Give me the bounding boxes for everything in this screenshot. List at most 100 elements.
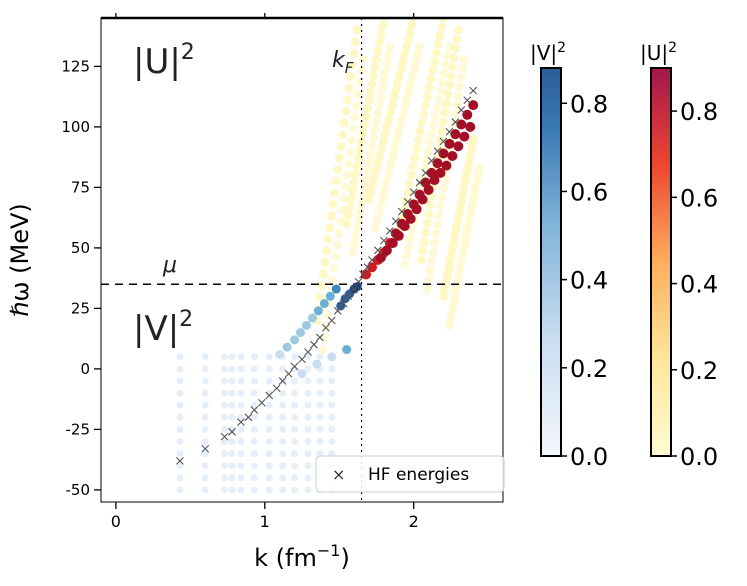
background-dot-v bbox=[228, 438, 236, 445]
background-dot-u bbox=[388, 151, 398, 161]
background-dot-u bbox=[323, 234, 333, 244]
annotation-u2: |U|2 bbox=[133, 40, 195, 82]
background-dot-v bbox=[250, 450, 258, 458]
background-dot-u bbox=[398, 57, 408, 67]
colorbar-tick-label: 0.6 bbox=[570, 178, 608, 206]
background-dot-u bbox=[380, 67, 390, 77]
background-dot-v bbox=[228, 365, 236, 373]
background-dot-v bbox=[237, 438, 245, 445]
v2-point bbox=[312, 359, 322, 369]
background-dot-v bbox=[176, 486, 184, 494]
background-dot-u bbox=[400, 49, 410, 59]
background-dot-u bbox=[430, 112, 440, 122]
u2-point bbox=[441, 160, 452, 171]
background-dot-u bbox=[428, 120, 438, 130]
background-dot-u bbox=[322, 246, 332, 256]
u2-point bbox=[405, 213, 416, 224]
background-dot-u bbox=[432, 220, 442, 230]
background-dot-v bbox=[279, 365, 287, 373]
background-dot-u bbox=[406, 78, 416, 88]
background-dot-u bbox=[341, 106, 351, 116]
hf-marker-stroke bbox=[220, 432, 229, 441]
hf-energy-marker bbox=[427, 156, 436, 165]
hf-marker-stroke bbox=[374, 246, 382, 255]
background-dot-v bbox=[221, 365, 229, 373]
hf-energy-marker bbox=[265, 391, 274, 400]
background-dot-v bbox=[291, 486, 299, 494]
background-dot-v bbox=[250, 438, 258, 445]
hf-energy-marker bbox=[327, 316, 336, 325]
u2-point bbox=[462, 109, 473, 120]
y-tick-label: -50 bbox=[66, 481, 91, 499]
background-dot-v bbox=[291, 474, 299, 482]
background-dot-u bbox=[345, 147, 355, 157]
background-dot-u bbox=[375, 202, 385, 212]
background-dot-v bbox=[328, 401, 336, 409]
background-dot-u bbox=[333, 164, 343, 174]
y-tick-label: -25 bbox=[66, 420, 91, 438]
background-dot-v bbox=[328, 450, 336, 458]
background-dot-u bbox=[371, 54, 381, 64]
background-dot-u bbox=[364, 95, 374, 105]
background-dot-u bbox=[351, 231, 361, 241]
colorbar-v2-title: |V|2 bbox=[530, 40, 566, 65]
background-dot-u bbox=[426, 74, 436, 84]
background-dot-u bbox=[468, 134, 478, 144]
background-dot-v bbox=[304, 413, 312, 421]
background-dot-u bbox=[358, 54, 368, 64]
background-dot-u bbox=[327, 275, 337, 285]
background-dot-v bbox=[279, 413, 287, 421]
hf-energy-marker bbox=[228, 427, 236, 436]
background-dot-u bbox=[382, 122, 392, 132]
background-dot-u bbox=[438, 183, 448, 193]
background-dot-u bbox=[415, 126, 425, 136]
background-dot-v bbox=[328, 425, 336, 433]
background-dot-u bbox=[368, 133, 378, 143]
y-axis-label: ℏω (MeV) bbox=[6, 203, 34, 317]
background-dot-u bbox=[355, 145, 365, 155]
hf-energy-marker bbox=[339, 299, 348, 308]
x-axis-label: k (fm−1) bbox=[254, 541, 350, 572]
hf-energy-marker bbox=[451, 118, 460, 126]
background-dot-u bbox=[446, 71, 456, 81]
background-dot-v bbox=[221, 413, 229, 421]
background-dot-v bbox=[250, 353, 258, 361]
background-dot-v bbox=[176, 438, 184, 445]
u2-point bbox=[468, 100, 479, 111]
hf-marker-stroke bbox=[379, 236, 388, 245]
background-dot-v bbox=[228, 413, 236, 421]
background-dot-u bbox=[395, 122, 405, 132]
hf-marker-stroke bbox=[176, 456, 184, 465]
colorbar-tick-label: 0.0 bbox=[680, 443, 718, 471]
background-dot-u bbox=[441, 99, 451, 109]
hf-marker-stroke bbox=[433, 147, 442, 155]
legend-marker-x: × bbox=[332, 465, 345, 484]
background-dot-v bbox=[237, 365, 245, 373]
background-dot-u bbox=[450, 109, 460, 119]
background-dot-u bbox=[382, 58, 392, 68]
y-tick-label: 50 bbox=[71, 239, 90, 257]
background-dot-u bbox=[378, 136, 388, 146]
background-dot-v bbox=[250, 462, 258, 470]
background-dot-v bbox=[304, 365, 312, 373]
background-dot-u bbox=[403, 242, 413, 252]
background-dot-v bbox=[316, 413, 324, 421]
background-dot-u bbox=[384, 165, 394, 175]
hf-marker-stroke bbox=[409, 188, 418, 197]
background-dot-u bbox=[458, 63, 468, 73]
background-dot-u bbox=[375, 151, 385, 161]
y-tick-label: 100 bbox=[61, 118, 90, 136]
background-dot-u bbox=[342, 219, 352, 229]
hf-energy-marker bbox=[445, 127, 454, 136]
background-dot-u bbox=[352, 161, 362, 171]
background-dot-u bbox=[353, 89, 363, 99]
background-dot-u bbox=[410, 152, 420, 162]
u2-point bbox=[375, 252, 386, 263]
colorbar-tick-label: 0.4 bbox=[680, 271, 718, 299]
colorbar-tick-label: 0.0 bbox=[570, 443, 608, 471]
background-dot-u bbox=[435, 135, 445, 145]
background-dot-u bbox=[377, 195, 387, 204]
background-dot-v bbox=[201, 365, 209, 373]
hf-marker-stroke bbox=[201, 444, 210, 453]
